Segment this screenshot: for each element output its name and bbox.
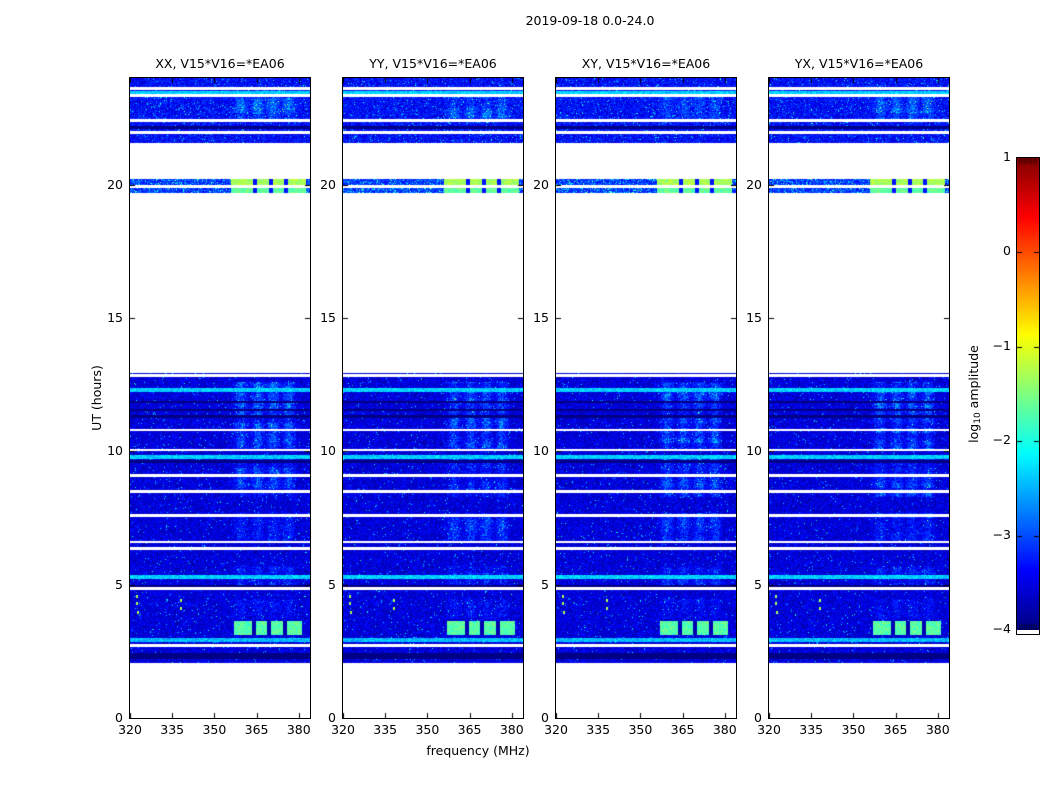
colorbar-label-prefix: log [966,423,981,443]
x-tick-label: 335 [799,722,824,737]
x-tick-label: 320 [118,722,142,737]
colorbar [1016,157,1040,635]
spectrogram-canvas-yx [769,78,949,718]
colorbar-tick-label: −4 [992,621,1011,636]
colorbar-tick-label: 1 [1003,149,1011,164]
x-tick-label: 380 [712,722,737,737]
colorbar-tick-label: −1 [992,337,1011,353]
x-tick-label: 335 [160,722,185,737]
x-tick-label: 320 [757,722,781,737]
y-tick-label: 10 [533,443,549,459]
y-tick-label: 15 [533,310,549,325]
y-tick-label: 10 [107,443,123,459]
x-tick-label: 350 [628,722,653,737]
x-tick-label: 365 [670,722,695,737]
y-tick-label: 0 [754,710,762,725]
x-tick-label: 350 [202,722,227,737]
y-tick-label: 20 [533,176,549,192]
spectrogram-canvas-xy [556,78,736,718]
spectrogram-panel-xx [129,77,311,719]
colorbar-tick-label: −2 [992,432,1011,448]
y-tick-label: 15 [320,310,336,325]
x-tick-label: 380 [925,722,950,737]
figure-title: 2019-09-18 0.0-24.0 [525,13,655,28]
x-tick-label: 335 [373,722,398,737]
x-tick-label: 320 [544,722,568,737]
colorbar-label-subscript: 10 [973,412,983,424]
y-tick-label: 10 [320,443,336,459]
x-tick-label: 365 [457,722,482,737]
panel-title-xx: XX, V15*V16=*EA06 [155,56,285,71]
spectrogram-canvas-yy [343,78,523,718]
x-tick-label: 350 [415,722,440,737]
y-tick-label: 5 [754,576,762,592]
x-tick-label: 380 [286,722,311,737]
colorbar-label-suffix: amplitude [966,345,981,413]
x-tick-label: 365 [244,722,269,737]
panel-title-yx: YX, V15*V16=*EA06 [794,56,924,71]
spectrogram-panel-yx [768,77,950,719]
colorbar-label: log10 amplitude [966,314,983,474]
x-tick-label: 350 [841,722,866,737]
y-tick-label: 0 [541,710,549,725]
y-tick-label: 15 [107,310,123,325]
y-tick-label: 5 [115,576,123,592]
x-tick-label: 320 [331,722,355,737]
y-tick-label: 10 [746,443,762,459]
x-tick-label: 335 [586,722,611,737]
y-tick-label: 0 [115,710,123,725]
y-tick-label: 5 [328,576,336,592]
y-tick-label: 20 [320,176,336,192]
spectrogram-panel-yy [342,77,524,719]
spectrogram-canvas-xx [130,78,310,718]
x-tick-label: 365 [883,722,908,737]
x-tick-label: 380 [499,722,524,737]
y-tick-label: 0 [328,710,336,725]
x-axis-label: frequency (MHz) [426,743,530,758]
colorbar-canvas [1017,158,1039,630]
y-tick-label: 20 [746,176,762,192]
colorbar-tick-label: 0 [1003,243,1011,259]
panel-title-yy: YY, V15*V16=*EA06 [369,56,497,71]
y-tick-label: 20 [107,176,123,192]
colorbar-tick-label: −3 [992,526,1011,542]
panel-title-xy: XY, V15*V16=*EA06 [581,56,711,71]
y-tick-label: 5 [541,576,549,592]
spectrogram-panel-xy [555,77,737,719]
y-tick-label: 15 [746,310,762,325]
